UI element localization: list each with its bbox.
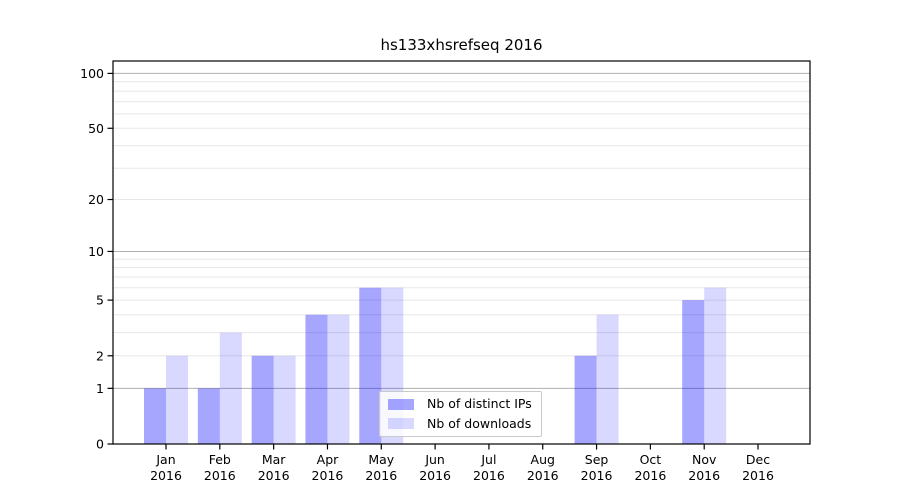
bar-distinct-ips-May-2016 bbox=[359, 287, 382, 444]
bar-downloads-Feb-2016 bbox=[219, 332, 242, 444]
x-tick-label-Jul-2016: Jul bbox=[480, 452, 496, 467]
x-tick-label-year-Nov-2016: 2016 bbox=[688, 468, 720, 483]
legend-item-downloads: Nb of downloads bbox=[388, 415, 532, 431]
y-tick-label-20: 20 bbox=[88, 192, 104, 207]
bar-distinct-ips-Jan-2016 bbox=[144, 388, 166, 444]
y-tick-label-10: 10 bbox=[88, 244, 104, 259]
x-tick-label-Apr-2016: Apr bbox=[317, 452, 339, 467]
x-tick-label-year-Aug-2016: 2016 bbox=[527, 468, 559, 483]
x-tick-label-year-Apr-2016: 2016 bbox=[312, 468, 344, 483]
x-tick-label-Dec-2016: Dec bbox=[746, 452, 770, 467]
bar-downloads-Sep-2016 bbox=[596, 314, 619, 444]
x-tick-label-Feb-2016: Feb bbox=[209, 452, 231, 467]
y-tick-label-1: 1 bbox=[96, 381, 104, 396]
x-tick-label-Sep-2016: Sep bbox=[585, 452, 609, 467]
y-tick-label-0: 0 bbox=[96, 437, 104, 452]
chart-title: hs133xhsrefseq 2016 bbox=[380, 36, 543, 54]
y-tick-label-50: 50 bbox=[88, 121, 104, 136]
bar-downloads-Apr-2016 bbox=[327, 314, 350, 444]
bar-distinct-ips-Mar-2016 bbox=[251, 355, 274, 444]
bar-downloads-Jan-2016 bbox=[166, 355, 188, 444]
bar-distinct-ips-Apr-2016 bbox=[305, 314, 328, 444]
x-tick-label-Nov-2016: Nov bbox=[692, 452, 717, 467]
bar-downloads-Mar-2016 bbox=[273, 355, 296, 444]
x-tick-label-Mar-2016: Mar bbox=[262, 452, 286, 467]
legend-item-distinct-ips: Nb of distinct IPs bbox=[388, 396, 532, 411]
y-tick-label-5: 5 bbox=[96, 293, 104, 308]
y-tick-label-2: 2 bbox=[96, 348, 104, 363]
x-tick-label-year-Dec-2016: 2016 bbox=[742, 468, 774, 483]
x-tick-label-Oct-2016: Oct bbox=[640, 452, 662, 467]
bar-downloads-Nov-2016 bbox=[704, 287, 727, 444]
x-tick-label-year-Oct-2016: 2016 bbox=[634, 468, 666, 483]
x-tick-label-year-Feb-2016: 2016 bbox=[204, 468, 236, 483]
x-tick-label-year-May-2016: 2016 bbox=[365, 468, 397, 483]
x-tick-label-Jan-2016: Jan bbox=[155, 452, 175, 467]
axes-frame bbox=[112, 60, 811, 445]
x-tick-label-year-Jan-2016: 2016 bbox=[150, 468, 182, 483]
y-tick-label-100: 100 bbox=[80, 66, 104, 81]
x-tick-label-May-2016: May bbox=[368, 452, 394, 467]
legend-label-downloads: Nb of downloads bbox=[427, 415, 532, 431]
legend-swatch-downloads-icon bbox=[388, 418, 414, 430]
x-tick-label-year-Jul-2016: 2016 bbox=[473, 468, 505, 483]
legend: Nb of distinct IPs Nb of downloads bbox=[379, 391, 542, 437]
legend-swatch-distinct-ips-icon bbox=[388, 398, 414, 410]
x-tick-label-Jun-2016: Jun bbox=[424, 452, 445, 467]
x-tick-label-year-Sep-2016: 2016 bbox=[581, 468, 613, 483]
x-tick-label-Aug-2016: Aug bbox=[531, 452, 555, 467]
legend-label-distinct-ips: Nb of distinct IPs bbox=[427, 396, 532, 411]
bar-distinct-ips-Sep-2016 bbox=[574, 355, 597, 444]
bar-distinct-ips-Feb-2016 bbox=[197, 388, 220, 444]
x-tick-label-year-Mar-2016: 2016 bbox=[258, 468, 290, 483]
x-tick-label-year-Jun-2016: 2016 bbox=[419, 468, 451, 483]
bar-distinct-ips-Nov-2016 bbox=[682, 300, 705, 444]
